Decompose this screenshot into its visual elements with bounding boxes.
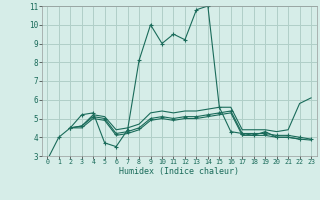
- X-axis label: Humidex (Indice chaleur): Humidex (Indice chaleur): [119, 167, 239, 176]
